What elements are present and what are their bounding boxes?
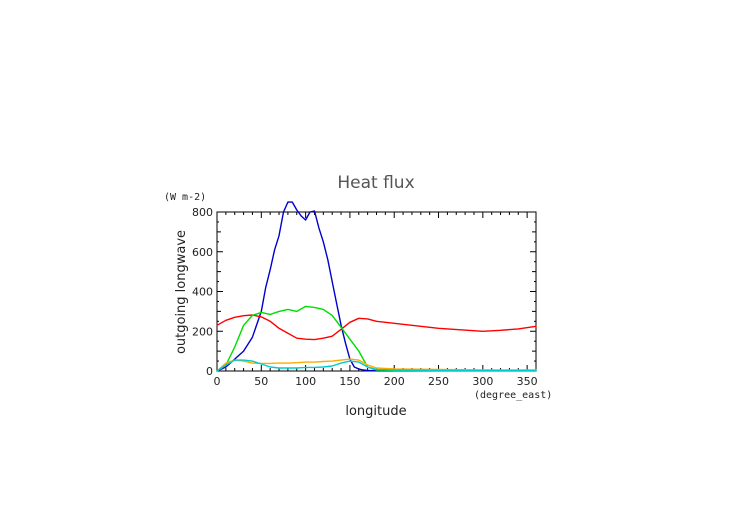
series-line-3 xyxy=(216,305,537,372)
x-tick-label: 100 xyxy=(295,375,316,388)
tick-labels: 0 50 100 150 200 250 300 350 0 200 400 600 800 xyxy=(192,206,538,388)
y-tick-label: 800 xyxy=(192,206,213,219)
x-tick-label: 350 xyxy=(517,375,538,388)
series-lines xyxy=(216,201,537,372)
series-line-1 xyxy=(216,201,537,372)
x-unit-label: (degree_east) xyxy=(474,390,552,401)
y-axis-label: outgoing longwave xyxy=(174,230,189,354)
series-line-4 xyxy=(216,358,537,372)
x-axis-label: longitude xyxy=(345,404,406,419)
series-line-2 xyxy=(216,314,537,341)
y-unit-label: (W m-2) xyxy=(164,192,206,203)
x-tick-label: 250 xyxy=(428,375,449,388)
y-tick-label: 400 xyxy=(192,286,213,299)
y-tick-label: 200 xyxy=(192,325,213,338)
chart-title: Heat flux xyxy=(337,173,414,193)
x-tick-label: 150 xyxy=(339,375,360,388)
x-tick-label: 200 xyxy=(384,375,405,388)
x-tick-label: 50 xyxy=(254,375,268,388)
x-tick-label: 300 xyxy=(472,375,493,388)
x-tick-label: 0 xyxy=(214,375,221,388)
series-line-5 xyxy=(216,359,537,372)
y-tick-label: 0 xyxy=(206,365,213,378)
y-tick-label: 600 xyxy=(192,246,213,259)
